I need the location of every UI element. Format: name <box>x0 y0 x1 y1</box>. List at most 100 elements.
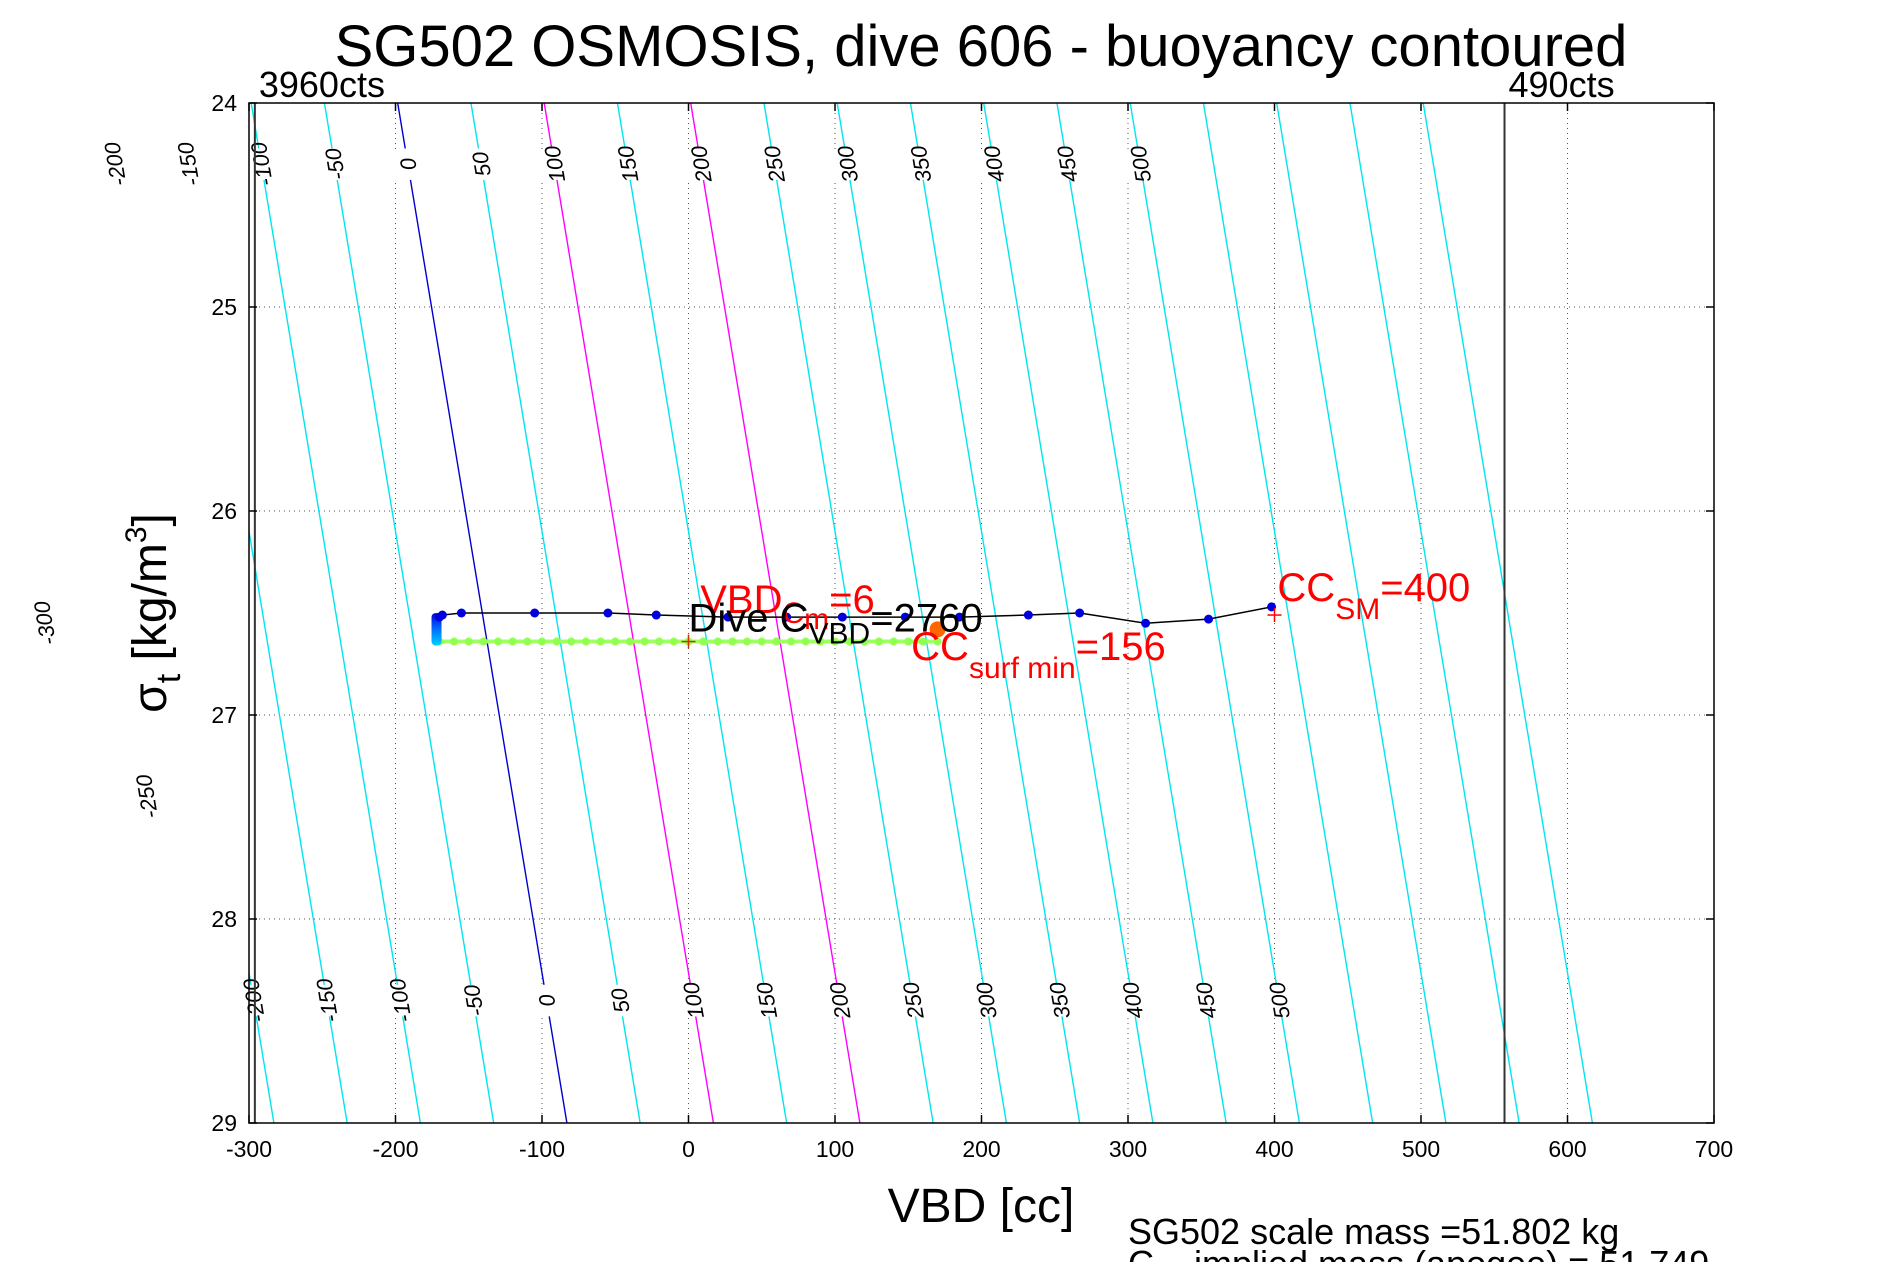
contour-label: 0 <box>534 992 561 1009</box>
contour-label-bg <box>742 981 791 1020</box>
contour-line <box>250 103 422 1123</box>
annotation-cc-sm-sub: SM <box>1335 593 1380 626</box>
series-point <box>933 637 942 646</box>
contour-label: 50 <box>606 986 635 1015</box>
contour-label: 250 <box>759 143 790 185</box>
contour-label-bg <box>1035 981 1084 1020</box>
series-point <box>581 637 590 646</box>
axis-ticks: -300 -200 -100 0 100 200 300 400 500 600 700242526… <box>211 90 1733 1162</box>
series-point <box>567 637 576 646</box>
annotation-cc-sm: CCSM=400 <box>1277 566 1470 626</box>
contour-label-bg <box>1181 981 1231 1020</box>
contour-label: 400 <box>979 143 1010 184</box>
annotation-cc-surf-value: =156 <box>1076 625 1166 669</box>
contour-label-bg <box>310 144 359 184</box>
contour-line <box>1056 103 1227 1123</box>
vbd-limit-lines <box>253 103 1506 1123</box>
series-point <box>699 637 708 646</box>
series-line <box>439 606 1272 624</box>
contour-line <box>543 103 715 1123</box>
contour-label-bg <box>1116 144 1165 184</box>
annotation-dive-sub: VBD <box>809 617 871 650</box>
footer-scale-mass: SG502 scale mass =51.802 kg <box>1128 1211 1619 1252</box>
series-point <box>640 637 649 646</box>
series-point <box>1204 614 1214 624</box>
x-tick-label: 400 <box>1255 1136 1293 1162</box>
y-axis-label: σt [kg/m3] <box>120 513 188 713</box>
y-axis-label-main: σ <box>124 683 177 713</box>
footer-implied-mass: C implied mass (apogee) = 51.749 <box>1128 1243 1709 1262</box>
annotation-dive-value: =2760 <box>870 596 982 640</box>
x-tick-label: 100 <box>816 1136 854 1162</box>
contour-label: 350 <box>1044 980 1075 1021</box>
contour-label-bg <box>90 144 140 184</box>
contour-label-bg <box>530 144 579 184</box>
contour-label-bg <box>522 981 571 1020</box>
series-point <box>611 637 620 646</box>
contour-label: 200 <box>686 143 717 185</box>
contour-label-bg <box>749 144 799 184</box>
y-tick-label: 28 <box>211 906 237 932</box>
contour-label: 300 <box>832 143 863 184</box>
annotation-dive-cvbd: Dive CVBD=2760 <box>689 596 983 650</box>
series-point <box>874 637 883 646</box>
annotation-vbd-cm-value: =6 <box>829 578 875 622</box>
series-point <box>523 637 532 646</box>
series-point <box>801 637 810 646</box>
contour-label-bg <box>969 144 1019 184</box>
series-point <box>596 637 605 646</box>
vbd-limit-label: 3960cts <box>259 64 385 105</box>
contour-label: 500 <box>1125 143 1156 184</box>
contour-label-bg <box>676 144 726 184</box>
x-tick-label: -300 <box>226 1136 272 1162</box>
contour-line <box>1422 103 1594 1123</box>
series-point <box>494 637 503 646</box>
contour-label-bg <box>122 777 171 816</box>
x-tick-label: 700 <box>1695 1136 1733 1162</box>
series-point <box>772 637 781 646</box>
contour-label-bg <box>20 603 69 643</box>
y-tick-label: 27 <box>211 702 237 728</box>
series-point <box>1023 610 1033 620</box>
contour-line <box>1129 103 1301 1123</box>
y-axis-label-sub: t <box>150 673 188 683</box>
series-point <box>456 608 466 618</box>
contour-label: -50 <box>320 146 350 182</box>
series-point <box>530 608 540 618</box>
series-point <box>904 637 913 646</box>
series-point <box>479 637 488 646</box>
series-point <box>538 637 546 646</box>
contour-line <box>690 103 861 1123</box>
contour-line <box>1202 103 1374 1123</box>
annotation-cc-surf-min: CCsurf min=156 <box>911 625 1166 685</box>
annotation-vbd-cm-sub: C <box>782 597 804 630</box>
series-point <box>713 637 722 646</box>
series-point <box>728 637 737 646</box>
contour-line <box>909 103 1081 1123</box>
series-point <box>816 637 825 646</box>
series-point <box>508 637 517 646</box>
series-point <box>889 637 898 646</box>
series-point <box>437 610 447 620</box>
series-point <box>860 637 869 646</box>
y-tick-label: 24 <box>211 90 237 116</box>
y-axis-label-unit: [kg/m <box>124 543 177 674</box>
series-point <box>955 612 965 622</box>
contour-labels: -200 -150 -100 -50 0 50 100 150 200 250 300 350 400 4… <box>20 140 1304 1024</box>
grid <box>249 103 1714 1123</box>
series-point <box>757 637 766 646</box>
contour-label-bg <box>383 144 433 184</box>
x-tick-label: 200 <box>962 1136 1000 1162</box>
contour-label: 150 <box>613 143 644 184</box>
series-point <box>1075 608 1085 618</box>
x-tick-label: -200 <box>372 1136 418 1162</box>
contour-label-bg <box>375 981 425 1020</box>
contour-line <box>249 527 348 1123</box>
contour-label-bg <box>595 981 645 1020</box>
annotation-cc-sm-value: =400 <box>1380 566 1470 610</box>
series-point <box>1141 618 1151 628</box>
contour-label-bg <box>668 981 718 1020</box>
series-point <box>450 637 459 646</box>
series-point <box>464 637 473 646</box>
